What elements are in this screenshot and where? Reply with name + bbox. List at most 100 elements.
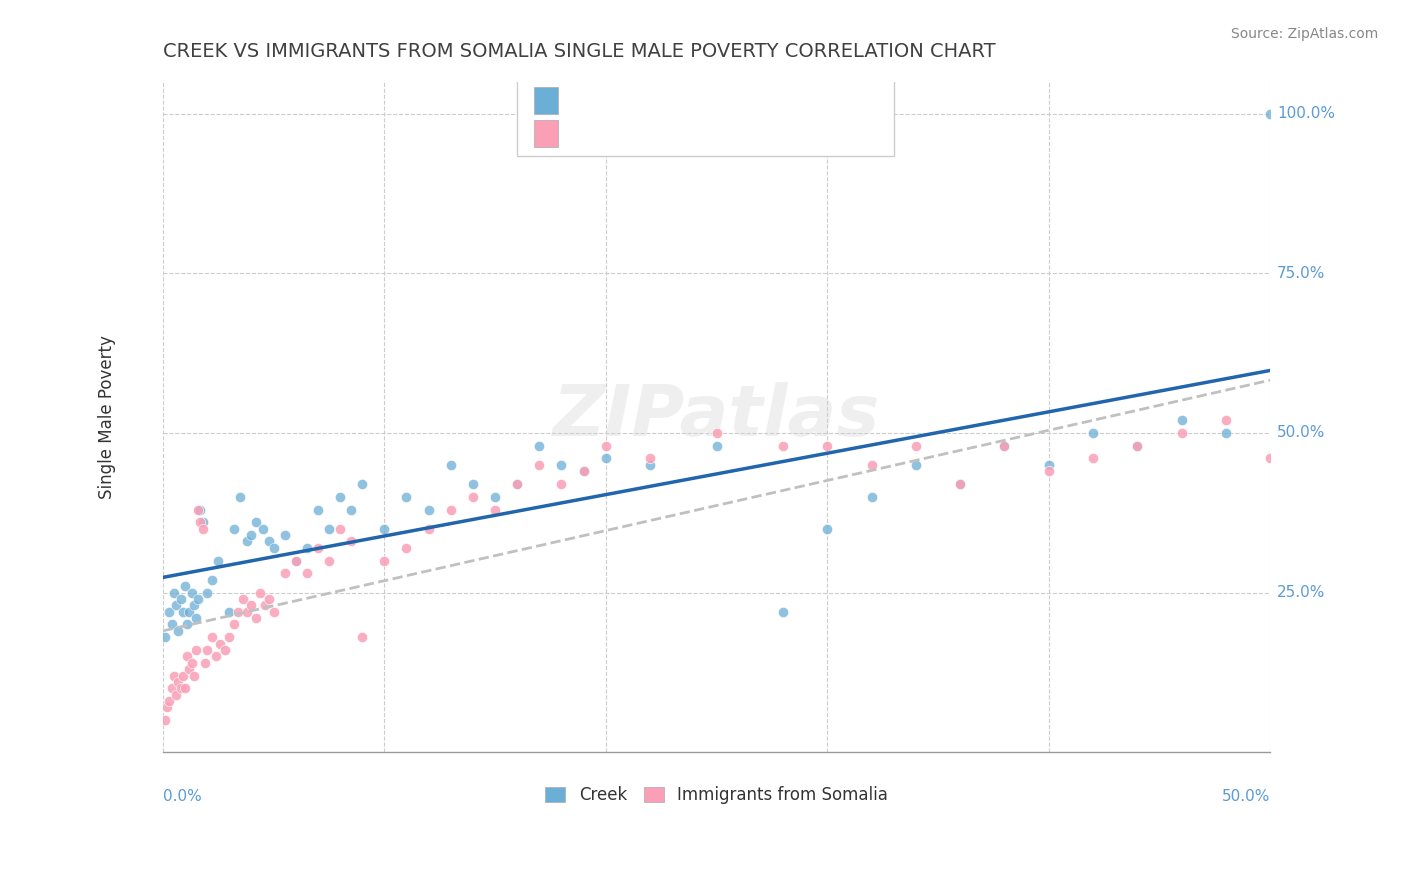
Point [395,541,418,555]
Point [860,458,883,472]
Point [174,681,197,696]
Point [167,624,190,638]
Point [200,630,222,644]
Point [179,662,201,676]
FancyBboxPatch shape [517,78,894,155]
Point [1081,425,1104,440]
Point [1126,439,1149,453]
Point [550,477,572,491]
Point [174,579,197,593]
Point [252,522,274,536]
Point [245,611,267,625]
Point [236,605,259,619]
Point [772,605,794,619]
Point [172,668,194,682]
Point [307,502,329,516]
Point [232,591,254,606]
Point [195,643,218,657]
Point [184,611,207,625]
Text: R = 0.462   N = 62: R = 0.462 N = 62 [572,92,756,110]
Point [484,490,506,504]
Point [160,681,183,696]
Text: 0.0%: 0.0% [163,789,201,804]
Point [214,643,236,657]
Point [395,490,418,504]
Point [179,605,201,619]
Point [506,477,529,491]
Point [236,534,259,549]
Point [1170,413,1192,427]
Point [484,502,506,516]
Point [506,477,529,491]
Point [284,553,307,567]
Point [159,605,181,619]
Point [1215,425,1237,440]
Point [815,522,838,536]
Text: 75.0%: 75.0% [1277,266,1326,281]
Point [218,605,240,619]
Point [194,656,217,670]
Point [329,490,352,504]
Point [638,458,661,472]
Point [307,541,329,555]
Point [1303,439,1326,453]
FancyBboxPatch shape [534,87,558,114]
Text: 50.0%: 50.0% [1277,425,1326,441]
Point [352,477,374,491]
Point [572,464,595,478]
Point [1038,464,1060,478]
Text: 50.0%: 50.0% [1222,789,1270,804]
Point [187,502,209,516]
Point [595,439,617,453]
Point [200,573,222,587]
Point [529,458,551,472]
Point [340,534,363,549]
Point [815,439,838,453]
Point [373,522,395,536]
Legend: Creek, Immigrants from Somalia: Creek, Immigrants from Somalia [546,786,887,805]
Point [1258,451,1281,466]
Point [207,553,229,567]
Point [222,522,245,536]
Point [160,617,183,632]
Point [172,605,194,619]
Point [1215,413,1237,427]
Point [205,649,228,664]
Point [273,528,295,542]
Point [190,516,212,530]
Point [949,477,972,491]
Point [191,516,214,530]
Point [706,439,728,453]
Point [461,490,484,504]
Point [295,566,318,581]
Point [352,630,374,644]
Point [180,656,202,670]
Point [187,591,209,606]
Point [176,617,198,632]
Point [253,599,276,613]
Point [195,585,218,599]
Text: R = 0.507   N = 69: R = 0.507 N = 69 [572,124,756,143]
Point [904,439,927,453]
Point [340,502,363,516]
Point [318,553,340,567]
Point [191,522,214,536]
Point [418,522,440,536]
Point [993,439,1015,453]
Point [860,490,883,504]
Point [595,451,617,466]
Text: 25.0%: 25.0% [1277,585,1326,600]
Point [240,528,263,542]
Point [772,439,794,453]
Point [183,668,205,682]
Point [284,553,307,567]
Point [257,591,280,606]
Point [263,541,285,555]
Text: 100.0%: 100.0% [1277,106,1334,121]
Point [184,643,207,657]
Point [153,713,176,727]
Point [226,605,249,619]
Point [572,464,595,478]
Point [240,599,263,613]
Point [190,502,212,516]
